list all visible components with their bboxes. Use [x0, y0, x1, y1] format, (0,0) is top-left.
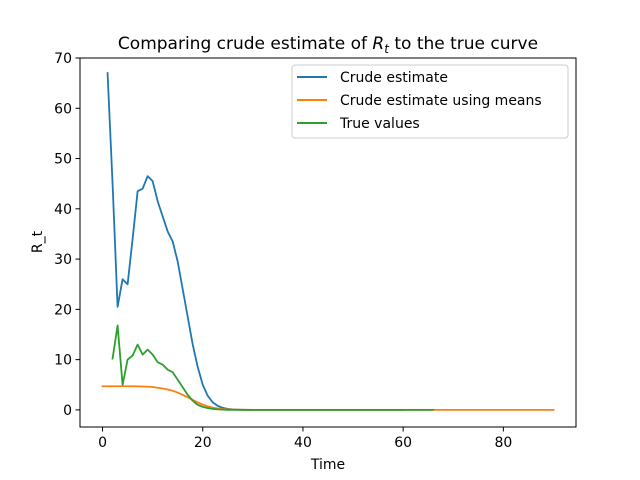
y-tick-label: 50 — [54, 152, 72, 168]
y-tick-label: 70 — [54, 51, 72, 67]
legend: Crude estimate Crude estimate using mean… — [291, 64, 569, 139]
x-tick-label: 60 — [394, 435, 412, 451]
y-tick-label: 20 — [54, 302, 72, 318]
legend-frame — [291, 64, 569, 139]
x-tick-label: 80 — [494, 435, 512, 451]
y-tick-label: 30 — [54, 252, 72, 268]
y-tick-label: 0 — [63, 403, 72, 419]
legend-label-true-values: True values — [339, 116, 420, 132]
x-tick-label: 40 — [294, 435, 312, 451]
x-axis-ticks: 0 20 40 60 80 — [98, 427, 512, 451]
x-tick-label: 0 — [98, 435, 107, 451]
y-tick-label: 60 — [54, 101, 72, 117]
chart-title: Comparing crude estimate of Rt to the tr… — [118, 34, 538, 56]
y-axis-ticks: 0 10 20 30 40 50 60 70 — [54, 51, 80, 419]
series-line-true-values — [111, 324, 435, 411]
legend-label-crude-estimate-using-means: Crude estimate using means — [340, 93, 542, 109]
y-axis-label: R_t — [30, 230, 46, 253]
plot-frame — [79, 57, 577, 428]
y-tick-label: 40 — [54, 202, 72, 218]
y-tick-label: 10 — [54, 353, 72, 369]
x-tick-label: 20 — [194, 435, 212, 451]
x-axis-label: Time — [310, 457, 345, 473]
legend-label-crude-estimate: Crude estimate — [340, 70, 448, 86]
series-layer — [101, 72, 555, 411]
